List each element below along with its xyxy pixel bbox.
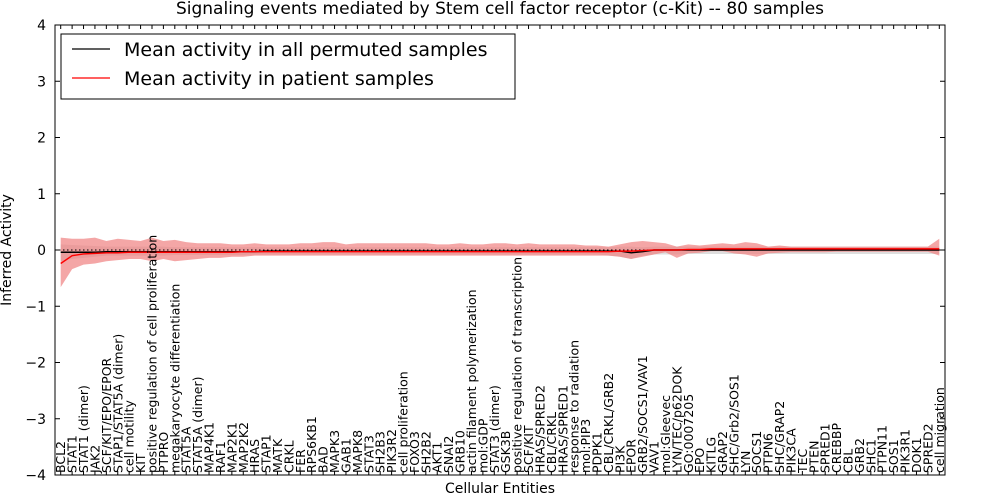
- x-tick-label: STAT3: [361, 435, 376, 473]
- x-tick-label: PTPRO: [156, 432, 171, 473]
- x-tick-label: SNAI2: [441, 436, 456, 473]
- legend-label-permuted: Mean activity in all permuted samples: [124, 39, 487, 61]
- x-tick-label: CBL/CRKL: [544, 412, 559, 473]
- y-tick-label: 4: [37, 18, 46, 34]
- x-tick-label: SOS1: [886, 439, 901, 473]
- x-tick-label: MAPK8: [350, 430, 365, 473]
- x-tick-label: LYN: [738, 451, 753, 473]
- x-tick-label: mol:PIP3: [578, 419, 593, 473]
- x-tick-label: SHC/Grb2/SOS1: [726, 374, 741, 473]
- x-tick-label: SPRED2: [920, 423, 935, 473]
- y-tick-label: −4: [25, 468, 46, 484]
- x-tick-label: PDPK1: [589, 432, 604, 473]
- y-tick-label: −1: [25, 299, 46, 315]
- x-tick-label: positive regulation of transcription: [510, 257, 525, 473]
- x-tick-label: MAP2K2: [236, 422, 251, 473]
- x-tick-label: GRAP2: [715, 431, 730, 473]
- x-axis-label: Cellular Entities: [445, 481, 555, 497]
- y-tick-label: −2: [25, 356, 46, 372]
- x-tick-label: HRAS: [247, 439, 262, 473]
- x-tick-label: MATK: [270, 438, 285, 473]
- x-tick-label: mol:Gleevec: [658, 395, 673, 473]
- x-tick-label: STAT5A (dimer): [190, 377, 205, 473]
- x-tick-label: STAT3 (dimer): [487, 385, 502, 473]
- x-tick-label: KIT: [133, 453, 148, 473]
- x-tick-label: CRKL: [281, 440, 296, 473]
- x-tick-label: response to radiation: [567, 340, 582, 473]
- x-tick-label: GO:0007205: [681, 394, 696, 473]
- legend-box: [60, 33, 516, 100]
- x-tick-label: PTEN: [806, 441, 821, 473]
- chart-title: Signaling events mediated by Stem cell f…: [176, 0, 824, 19]
- x-tick-label: SOCS1: [749, 431, 764, 473]
- x-tick-label: STAP1/STAT5A (dimer): [110, 334, 125, 473]
- legend-label-patient: Mean activity in patient samples: [124, 68, 434, 90]
- x-tick-label: BCL2: [53, 441, 68, 473]
- x-tick-label: SPRED1: [818, 423, 833, 473]
- x-tick-label: MAP4K1: [202, 422, 217, 473]
- x-tick-label: BAD: [316, 446, 331, 473]
- x-tick-label: STAT1 (dimer): [76, 385, 91, 473]
- x-tick-label: FOXO3: [407, 431, 422, 473]
- x-tick-label: MAPK3: [327, 430, 342, 473]
- x-tick-label: CBL/CRKL/GRB2: [601, 373, 616, 473]
- x-tick-label: FER: [293, 449, 308, 473]
- x-tick-label: PI3K: [612, 445, 627, 473]
- x-tick-label: AKT1: [430, 442, 445, 473]
- x-tick-label: JAK2: [87, 445, 102, 474]
- y-axis-label: Inferred Activity: [0, 194, 15, 306]
- x-tick-label: EPO: [692, 448, 707, 473]
- x-tick-label: VAV1: [647, 441, 662, 473]
- x-tick-label: DOK1: [909, 437, 924, 473]
- x-tick-label: PTPN6: [761, 433, 776, 473]
- y-tick-label: 2: [37, 131, 46, 147]
- x-tick-label: MAP2K1: [224, 422, 239, 473]
- x-tick-label: cell motility: [122, 399, 137, 473]
- x-tick-label: CREBBP: [829, 423, 844, 473]
- x-tick-label: PIK3R1: [898, 429, 913, 473]
- x-tick-label: positive regulation of cell proliferatio…: [144, 235, 159, 473]
- x-tick-label: HRAS/SPRED2: [532, 385, 547, 473]
- x-tick-label: SCF/KIT: [521, 425, 536, 473]
- x-tick-label: KITLG: [704, 437, 719, 473]
- x-tick-label: megakaryocyte differentiation: [167, 284, 182, 473]
- x-tick-label: RPS6KB1: [304, 416, 319, 473]
- x-tick-label: GRB2/SOCS1/VAV1: [635, 355, 650, 473]
- legend: Mean activity in all permuted samples Me…: [60, 33, 516, 100]
- x-tick-label: GRB10: [453, 430, 468, 473]
- x-tick-label: GRB2: [852, 438, 867, 473]
- x-tick-label: EPOR: [624, 439, 639, 473]
- x-tick-label: TEC: [795, 448, 810, 474]
- x-tick-label: RAF1: [213, 441, 228, 473]
- x-tick-label: mol:GDP: [475, 418, 490, 473]
- x-tick-label: actin filament polymerization: [464, 289, 479, 473]
- x-tick-label: SH2B3: [373, 431, 388, 473]
- x-tick-label: HRAS/SPRED1: [555, 385, 570, 473]
- y-tick-label: 0: [37, 243, 46, 259]
- x-tick-label: cell migration: [932, 387, 947, 473]
- x-tick-label: GSK3B: [498, 431, 513, 473]
- x-tick-label: PIK3CA: [783, 428, 798, 473]
- x-tick-label: SCF/KIT/EPO/EPOR: [99, 357, 114, 473]
- x-tick-label: GAB1: [338, 438, 353, 473]
- x-tick-label: SH2B2: [418, 431, 433, 473]
- series-line-patient: [60, 248, 940, 265]
- x-tick-label: STAT1: [65, 435, 80, 473]
- x-tick-label: STAP1: [259, 434, 274, 473]
- x-tick-label: LYN/TEC/p62DOK: [669, 366, 684, 473]
- x-tick-label: CBL: [841, 449, 856, 473]
- x-tick-label: SHC1: [863, 439, 878, 473]
- x-tick-label: STAT5A: [179, 426, 194, 473]
- x-tick-label: cell proliferation: [396, 371, 411, 473]
- x-tick-label: PIK3R2: [384, 429, 399, 473]
- y-tick-label: −3: [25, 412, 46, 428]
- x-tick-label: PTPN11: [875, 425, 890, 473]
- y-tick-label: 3: [37, 74, 46, 90]
- y-tick-label: 1: [37, 187, 46, 203]
- x-tick-label: SHC/GRAP2: [772, 401, 787, 473]
